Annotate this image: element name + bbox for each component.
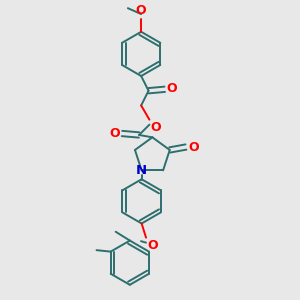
- Text: O: O: [109, 127, 120, 140]
- Text: O: O: [167, 82, 177, 95]
- Text: O: O: [150, 121, 161, 134]
- Text: O: O: [147, 239, 158, 252]
- Text: O: O: [135, 4, 146, 17]
- Text: N: N: [136, 164, 147, 177]
- Text: O: O: [188, 140, 199, 154]
